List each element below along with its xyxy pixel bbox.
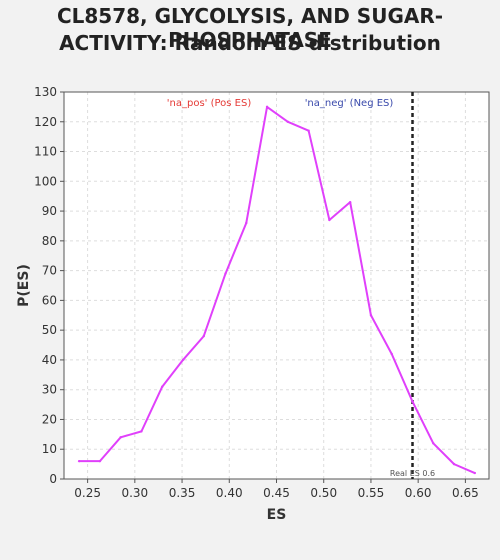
y-tick-label: 120 <box>34 115 57 129</box>
x-tick-label: 0.55 <box>358 486 385 500</box>
chart-title-line-1: CL8578, GLYCOLYSIS, AND SUGAR-PHOSPHATAS… <box>56 4 444 52</box>
data-point <box>98 459 102 463</box>
data-point <box>265 105 269 109</box>
data-point <box>473 471 477 475</box>
x-tick-label: 0.50 <box>310 486 337 500</box>
data-point <box>245 221 248 225</box>
data-point <box>224 272 227 275</box>
data-point <box>307 129 310 132</box>
x-axis-label: ES <box>267 507 287 523</box>
data-point <box>181 358 185 362</box>
neg-es-label: 'na_neg' (Neg ES) <box>305 98 394 109</box>
y-axis-label: P(ES) <box>16 264 32 307</box>
data-point <box>390 352 393 356</box>
y-tick-label: 50 <box>42 323 57 337</box>
data-point <box>119 436 122 439</box>
y-tick-label: 60 <box>42 293 57 307</box>
x-tick-label: 0.60 <box>405 486 432 500</box>
y-tick-label: 110 <box>34 145 57 159</box>
x-tick-label: 0.45 <box>263 486 290 500</box>
series-line <box>79 105 476 474</box>
y-tick-label: 80 <box>42 234 57 248</box>
data-point <box>77 459 81 463</box>
y-tick-label: 20 <box>42 412 57 426</box>
data-point <box>411 400 414 403</box>
data-point <box>286 120 290 123</box>
y-tick-label: 0 <box>49 472 57 486</box>
data-point <box>452 462 456 466</box>
x-tick-label: 0.65 <box>452 486 479 500</box>
x-tick-label: 0.30 <box>121 486 148 500</box>
pos-es-label: 'na_pos' (Pos ES) <box>167 98 252 109</box>
y-tick-label: 40 <box>42 353 57 367</box>
data-point <box>202 334 205 338</box>
data-point <box>161 385 164 388</box>
data-point <box>328 218 331 222</box>
chart-plot: 0 10 20 30 40 50 60 70 80 90 100 110 120 130 0.25 0.30 0… <box>16 85 490 523</box>
y-tick-label: 90 <box>42 204 57 218</box>
y-tick-label: 70 <box>42 264 57 278</box>
chart-title-line-2: ACTIVITY: Random ES distribution <box>59 31 441 55</box>
data-point <box>140 430 143 433</box>
data-point <box>432 442 435 445</box>
x-tick-label: 0.35 <box>169 486 196 500</box>
real-es-label: Real ES 0.6 <box>390 469 435 478</box>
x-tick-label: 0.25 <box>74 486 101 500</box>
y-tick-label: 130 <box>34 85 57 99</box>
y-tick-label: 30 <box>42 383 57 397</box>
data-point <box>369 314 373 317</box>
x-tick-label: 0.40 <box>216 486 243 500</box>
y-tick-label: 10 <box>42 442 57 456</box>
y-tick-label: 100 <box>34 174 57 188</box>
data-point <box>348 200 352 204</box>
chart-figure: CL8578, GLYCOLYSIS, AND SUGAR-PHOSPHATAS… <box>16 4 490 523</box>
